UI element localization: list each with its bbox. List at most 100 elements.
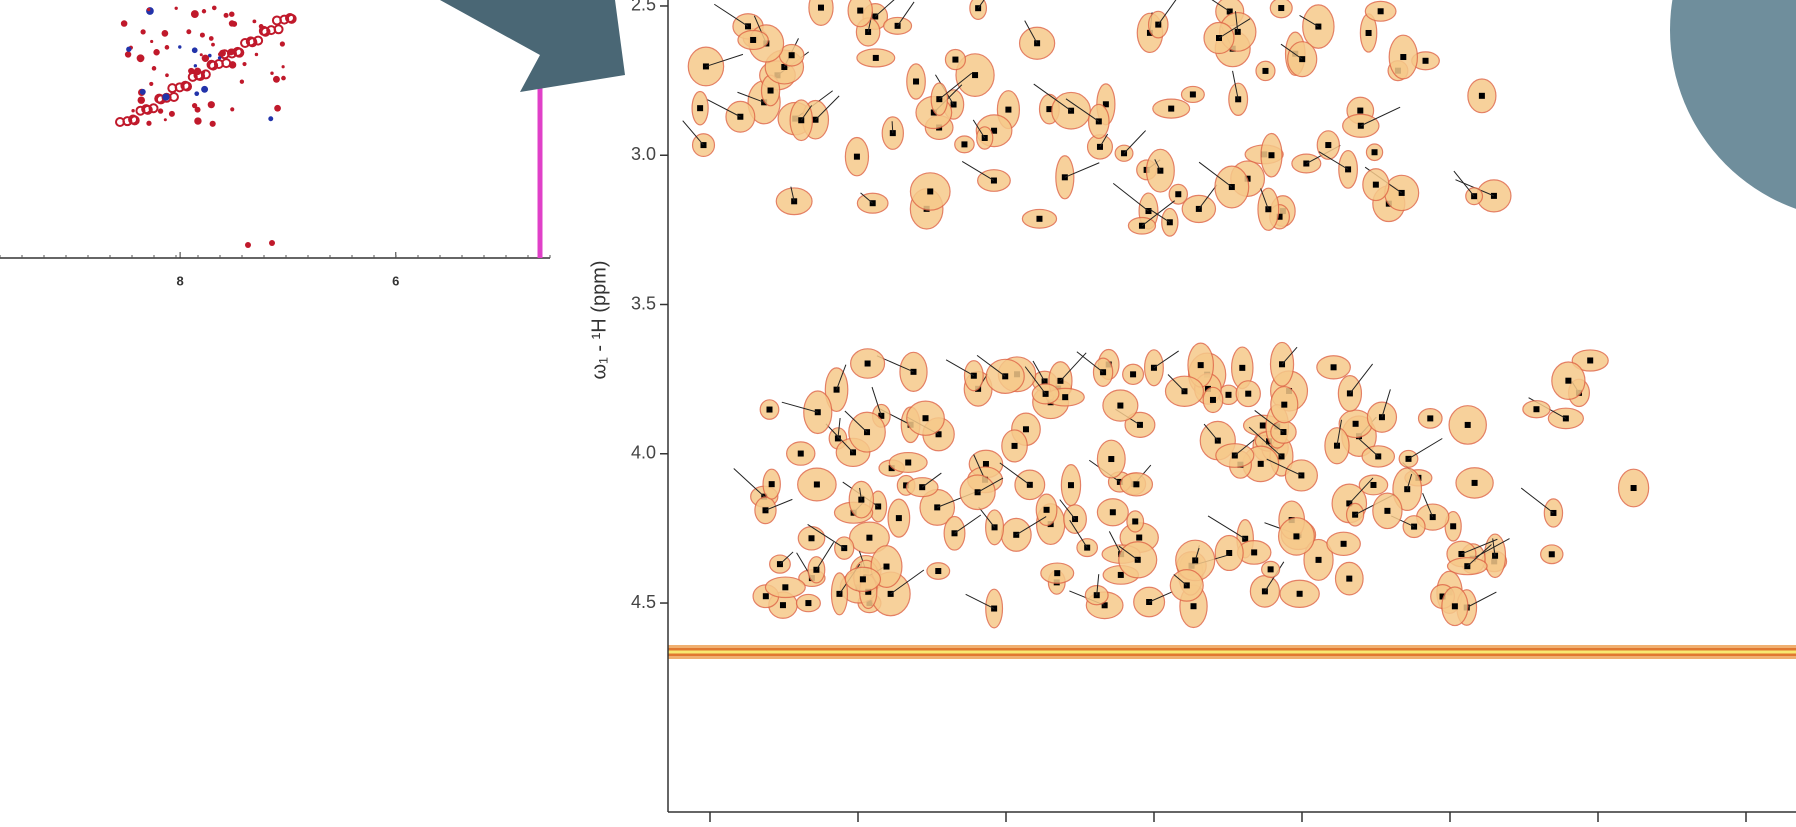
peak-marker — [1341, 541, 1347, 547]
cross-peak — [229, 11, 234, 16]
y-tick-label: 3.0 — [631, 144, 656, 164]
peak-marker — [1479, 93, 1485, 99]
peak-marker — [1268, 566, 1274, 572]
peak-marker — [952, 57, 958, 63]
x-tick-label: 8 — [176, 273, 183, 288]
peak-marker — [1358, 123, 1364, 129]
peak-marker — [913, 78, 919, 84]
cross-peak — [240, 80, 244, 84]
cross-peak — [192, 47, 198, 53]
peak-marker — [865, 361, 871, 367]
y-tick-label: 4.5 — [631, 592, 656, 612]
cross-peak — [146, 121, 151, 126]
peak-marker — [1316, 557, 1322, 563]
cross-peak — [255, 53, 258, 56]
cross-peak — [137, 54, 145, 62]
peak-marker — [782, 584, 788, 590]
cross-peak — [147, 8, 150, 11]
cross-peak — [194, 91, 199, 96]
cross-peak — [194, 117, 201, 124]
peak-marker — [809, 535, 815, 541]
cross-peak — [268, 116, 273, 121]
cross-peak — [200, 33, 205, 38]
peak-marker — [789, 52, 795, 58]
cross-peak — [191, 10, 199, 18]
peak-marker — [1373, 182, 1379, 188]
peak-marker — [866, 535, 872, 541]
peak-marker — [1400, 54, 1406, 60]
cross-peak — [209, 36, 214, 41]
cross-peak — [164, 118, 167, 121]
peak-marker — [1278, 5, 1284, 11]
cross-peak — [194, 64, 197, 67]
peak-marker — [1346, 576, 1352, 582]
peak-marker — [972, 72, 978, 78]
peak-marker — [1297, 591, 1303, 597]
peak-marker — [935, 568, 941, 574]
cross-peak — [273, 76, 280, 83]
cross-peak — [165, 45, 170, 50]
peak-marker — [1533, 406, 1539, 412]
peak-marker — [1062, 394, 1068, 400]
cross-peak — [125, 51, 131, 57]
cross-peak — [146, 7, 154, 15]
peak-marker — [1110, 509, 1116, 515]
peak-marker — [1005, 107, 1011, 113]
peak-marker — [769, 481, 775, 487]
cross-peak — [150, 40, 153, 43]
peak-marker — [1251, 549, 1257, 555]
peak-marker — [1366, 30, 1372, 36]
peak-marker — [860, 576, 866, 582]
peak-marker — [1549, 551, 1555, 557]
peak-marker — [1450, 523, 1456, 529]
cross-peak — [194, 68, 202, 76]
cross-peak — [188, 68, 194, 74]
cross-peak — [224, 13, 229, 18]
peak-marker — [1108, 456, 1114, 462]
peak-marker — [1325, 142, 1331, 148]
peak-marker — [1378, 8, 1384, 14]
peak-marker — [1631, 485, 1637, 491]
cross-peak — [186, 29, 191, 34]
cross-peak — [140, 89, 146, 95]
cross-peak — [270, 71, 273, 74]
y-tick-label: 3.5 — [631, 293, 656, 313]
cross-peak — [175, 7, 178, 10]
cross-peak — [138, 96, 145, 103]
cross-peak — [274, 105, 281, 112]
cross-peak — [202, 71, 206, 75]
cross-peak — [201, 86, 208, 93]
peak-marker — [1239, 365, 1245, 371]
x-tick-label: 6 — [392, 273, 399, 288]
peak-marker — [1357, 108, 1363, 114]
label-leader — [892, 121, 893, 133]
peak-marker — [1465, 422, 1471, 428]
peak-marker — [1587, 357, 1593, 363]
cross-peak — [259, 24, 264, 29]
cross-peak — [211, 43, 215, 47]
cross-peak — [202, 9, 206, 13]
cross-peak — [229, 61, 237, 69]
peak-marker — [1384, 508, 1390, 514]
cross-peak — [229, 20, 235, 26]
cross-peak — [280, 41, 285, 46]
peak-marker — [1198, 362, 1204, 368]
cross-peak — [202, 55, 209, 62]
peak-marker — [1133, 481, 1139, 487]
peak-marker — [1472, 480, 1478, 486]
y-tick-label: 4.0 — [631, 443, 656, 463]
cross-peak — [269, 240, 275, 246]
peak-marker — [857, 8, 863, 14]
cross-peak — [162, 30, 169, 37]
peak-marker — [961, 141, 967, 147]
peak-marker — [1260, 422, 1266, 428]
peak-marker — [750, 37, 756, 43]
peak-marker — [927, 188, 933, 194]
cross-peak — [169, 111, 175, 117]
cross-peak — [121, 20, 128, 27]
cross-peak — [131, 109, 134, 112]
peak-marker — [1168, 106, 1174, 112]
cross-peak — [178, 45, 181, 48]
cross-peak — [149, 82, 153, 86]
peak-marker — [762, 507, 768, 513]
